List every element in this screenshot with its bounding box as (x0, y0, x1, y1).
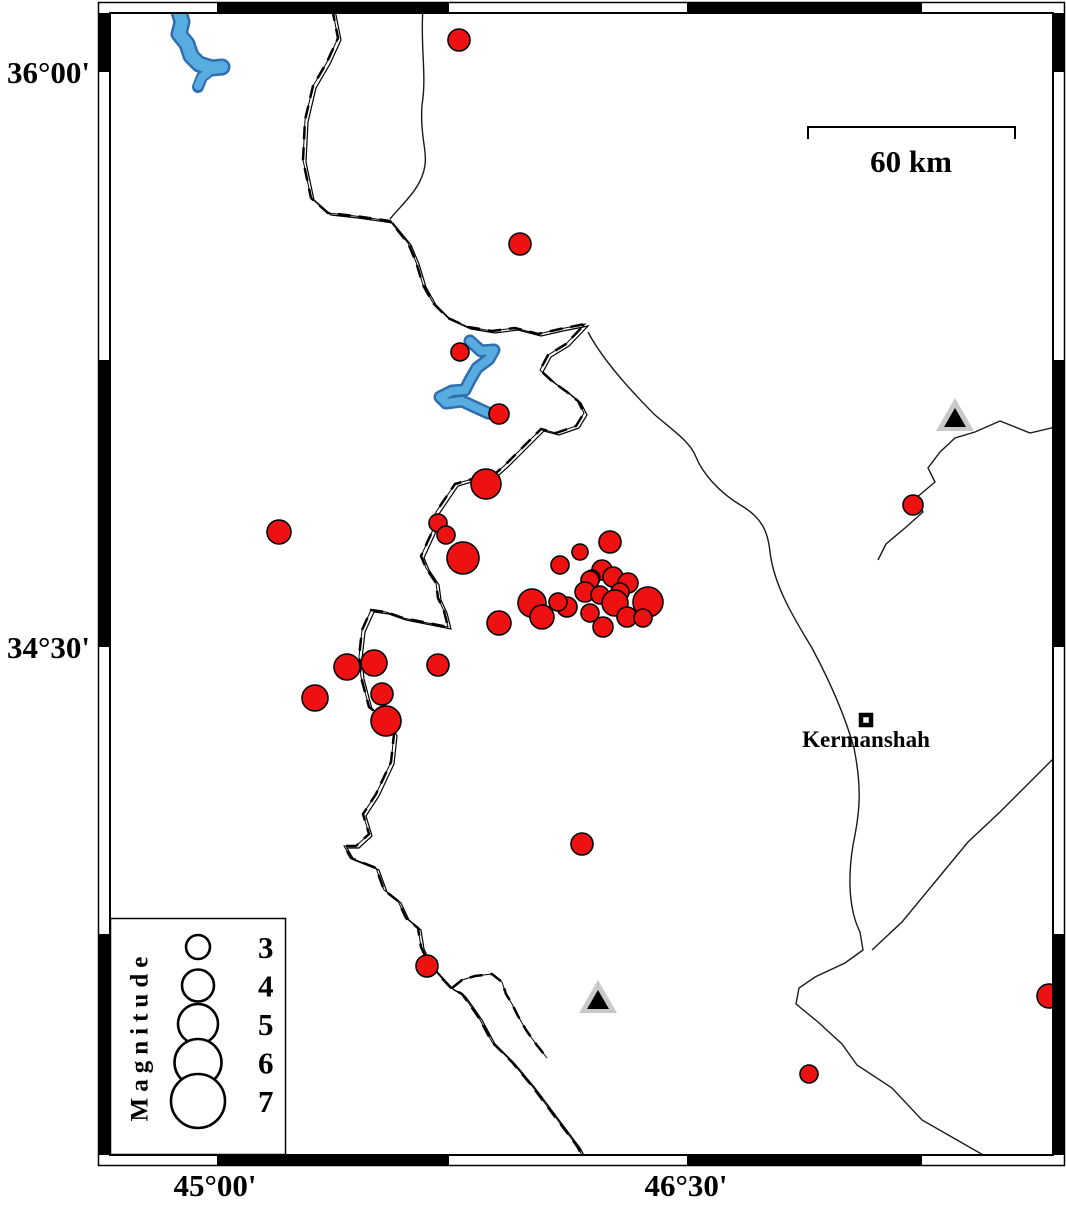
earthquake-marker (633, 608, 653, 628)
legend-title: Magnitude (127, 951, 154, 1122)
earthquake-marker (333, 653, 361, 681)
earthquake-marker (266, 519, 292, 545)
earthquake-marker (580, 603, 600, 623)
earthquake-marker (529, 604, 555, 630)
legend-magnitude-circle (184, 933, 212, 961)
border-lines (301, 13, 589, 1155)
river-lines (389, 13, 1053, 1155)
earthquake-marker (799, 1064, 819, 1084)
scale-bar-label: 60 km (870, 144, 952, 179)
river-southeast (587, 331, 985, 1155)
map-frame (97, 1, 1066, 1167)
river-north (389, 13, 427, 220)
legend-magnitude-value: 7 (258, 1084, 274, 1119)
earthquake-marker (598, 530, 622, 554)
earthquake-marker (370, 682, 394, 706)
earthquake-marker (370, 705, 402, 737)
legend-magnitude-circle (180, 968, 216, 1003)
river-east (871, 758, 1053, 951)
earthquake-marker (450, 342, 470, 362)
city-label: Kermanshah (802, 727, 930, 752)
earthquake-marker (426, 653, 450, 677)
lat-label-36-00: 36°00' (7, 55, 90, 90)
earthquake-marker (470, 468, 502, 500)
earthquake-marker (446, 541, 480, 575)
earthquake-marker (488, 403, 510, 425)
scale-bar: 60 km (807, 126, 1016, 179)
legend-magnitude-value: 4 (258, 969, 274, 1004)
earthquake-marker (1036, 983, 1053, 1009)
station-triangle-icon (579, 980, 617, 1013)
lon-label-45-00: 45°00' (173, 1168, 256, 1203)
earthquake-marker (447, 28, 471, 52)
earthquake-marker (486, 610, 512, 636)
lon-label-46-30: 46°30' (644, 1168, 727, 1203)
earthquake-marker (360, 649, 388, 677)
border-pocket (451, 973, 548, 1059)
station-layer (579, 398, 974, 1013)
lake-middle (433, 334, 504, 421)
legend-magnitude-circle (169, 1072, 227, 1130)
legend-magnitude-value: 6 (258, 1046, 274, 1081)
earthquake-marker (508, 232, 532, 256)
earthquake-marker (570, 832, 594, 856)
magnitude-legend: Magnitude 3 45 67 (109, 917, 287, 1156)
legend-items: 3 45 67 (169, 930, 274, 1130)
earthquake-marker (548, 592, 568, 612)
border-main (302, 13, 587, 1155)
earthquake-marker (415, 954, 439, 978)
earthquake-marker (571, 543, 589, 561)
lake-top-left (170, 13, 231, 93)
legend-magnitude-value: 3 (258, 930, 274, 965)
earthquake-marker (902, 494, 924, 516)
earthquake-marker (550, 555, 570, 575)
earthquake-marker (436, 525, 456, 545)
lat-label-34-30: 34°30' (7, 630, 90, 665)
city-marker-kermanshah (858, 712, 874, 728)
station-triangle-icon (936, 398, 974, 431)
river-near-station (877, 420, 1053, 561)
earthquake-layer (266, 28, 1053, 1084)
earthquake-marker (301, 684, 329, 712)
legend-magnitude-value: 5 (258, 1007, 274, 1042)
earthquake-marker (592, 616, 614, 638)
